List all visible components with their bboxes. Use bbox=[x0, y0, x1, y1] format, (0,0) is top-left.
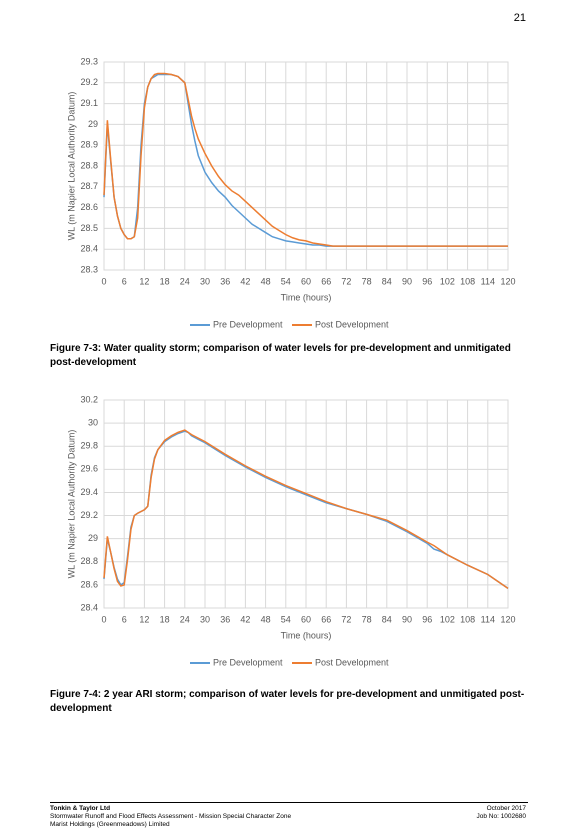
x-tick-label: 30 bbox=[200, 276, 210, 286]
y-tick-label: 29 bbox=[88, 533, 98, 543]
footer-right: October 2017 Job No: 1002680 bbox=[476, 805, 526, 821]
x-tick-label: 6 bbox=[122, 276, 127, 286]
y-axis-label: WL (m Napier Local Authority Datum) bbox=[66, 430, 76, 579]
y-tick-label: 28.4 bbox=[80, 602, 98, 612]
y-tick-label: 30 bbox=[88, 417, 98, 427]
y-tick-label: 29.8 bbox=[80, 441, 98, 451]
y-tick-label: 28.6 bbox=[80, 202, 98, 212]
x-tick-label: 114 bbox=[481, 276, 495, 286]
chart-1: 28.3 28.4 28.5 28.6 28.7 28.8 28.9 29 29.1 29.2 29… bbox=[66, 56, 515, 329]
y-tick-label: 28.4 bbox=[80, 244, 98, 254]
x-tick-label: 90 bbox=[402, 614, 412, 624]
footer-left: Tonkin & Taylor Ltd Stormwater Runoff an… bbox=[50, 805, 291, 829]
y-tick-label: 28.5 bbox=[80, 223, 98, 233]
y-tick-label: 29.1 bbox=[80, 98, 98, 108]
legend-label: Pre Development bbox=[213, 319, 283, 329]
y-tick-label: 29.3 bbox=[80, 56, 98, 66]
x-tick-label: 78 bbox=[362, 276, 372, 286]
x-tick-label: 108 bbox=[460, 276, 475, 286]
chart-2: 28.4 28.6 28.8 29 29.2 29.4 29.6 29.8 30 30.2 0 6 12… bbox=[66, 394, 515, 667]
x-tick-label: 90 bbox=[402, 276, 412, 286]
x-tick-label: 96 bbox=[422, 276, 432, 286]
x-tick-label: 30 bbox=[200, 614, 210, 624]
y-tick-label: 28.7 bbox=[80, 181, 98, 191]
client: Marist Holdings (Greenmeadows) Limited bbox=[50, 821, 170, 828]
x-tick-label: 60 bbox=[301, 276, 311, 286]
caption: Figure 7-4: 2 year ARI storm; comparison… bbox=[50, 689, 525, 714]
x-tick-label: 12 bbox=[139, 276, 149, 286]
x-tick-label: 102 bbox=[440, 276, 455, 286]
x-tick-label: 108 bbox=[460, 614, 475, 624]
x-tick-label: 12 bbox=[139, 614, 149, 624]
y-tick-label: 30.2 bbox=[80, 394, 98, 404]
y-tick-label: 29.6 bbox=[80, 464, 98, 474]
x-tick-label: 24 bbox=[180, 276, 190, 286]
x-tick-label: 18 bbox=[160, 614, 170, 624]
legend-label: Post Development bbox=[315, 657, 389, 667]
x-tick-label: 0 bbox=[101, 614, 106, 624]
x-tick-label: 120 bbox=[500, 276, 515, 286]
series-line bbox=[103, 72, 508, 247]
y-tick-label: 28.6 bbox=[80, 579, 98, 589]
y-tick-label: 29.2 bbox=[80, 77, 98, 87]
x-tick-label: 42 bbox=[240, 614, 250, 624]
x-tick-label: 18 bbox=[160, 276, 170, 286]
x-tick-label: 66 bbox=[321, 276, 331, 286]
x-tick-label: 48 bbox=[261, 614, 271, 624]
x-tick-label: 54 bbox=[281, 276, 291, 286]
x-axis-label: Time (hours) bbox=[281, 292, 332, 302]
legend-label: Pre Development bbox=[213, 657, 283, 667]
y-tick-label: 29 bbox=[88, 119, 98, 129]
x-tick-label: 6 bbox=[122, 614, 127, 624]
x-tick-label: 42 bbox=[240, 276, 250, 286]
x-tick-label: 66 bbox=[321, 614, 331, 624]
x-tick-label: 72 bbox=[341, 614, 351, 624]
job: Job No: 1002680 bbox=[476, 813, 526, 820]
report: Stormwater Runoff and Flood Effects Asse… bbox=[50, 813, 292, 820]
legend-label: Post Development bbox=[315, 319, 389, 329]
x-tick-label: 114 bbox=[481, 614, 495, 624]
x-tick-label: 48 bbox=[261, 276, 271, 286]
y-tick-label: 28.3 bbox=[80, 264, 98, 274]
date: October 2017 bbox=[486, 805, 526, 812]
y-axis-label: WL (m Napier Local Authority Datum) bbox=[66, 92, 76, 241]
x-tick-label: 96 bbox=[422, 614, 432, 624]
y-tick-label: 29.4 bbox=[80, 487, 98, 497]
series-line bbox=[103, 429, 509, 589]
x-tick-label: 84 bbox=[382, 276, 392, 286]
footer-rule bbox=[50, 802, 528, 803]
caption: Figure 7-3: Water quality storm; compari… bbox=[50, 343, 511, 368]
y-tick-label: 28.9 bbox=[80, 140, 98, 150]
x-tick-label: 78 bbox=[362, 614, 372, 624]
x-tick-label: 36 bbox=[220, 614, 230, 624]
page-number: 21 bbox=[513, 12, 526, 24]
x-tick-label: 102 bbox=[440, 614, 455, 624]
y-tick-label: 28.8 bbox=[80, 556, 98, 566]
x-tick-label: 0 bbox=[101, 276, 106, 286]
company: Tonkin & Taylor Ltd bbox=[50, 805, 111, 812]
x-tick-label: 36 bbox=[220, 276, 230, 286]
y-tick-label: 29.2 bbox=[80, 510, 98, 520]
x-axis-label: Time (hours) bbox=[281, 630, 332, 640]
x-tick-label: 72 bbox=[341, 276, 351, 286]
x-tick-label: 84 bbox=[382, 614, 392, 624]
x-tick-label: 24 bbox=[180, 614, 190, 624]
x-tick-label: 120 bbox=[500, 614, 515, 624]
x-tick-label: 60 bbox=[301, 614, 311, 624]
x-tick-label: 54 bbox=[281, 614, 291, 624]
y-tick-label: 28.8 bbox=[80, 160, 98, 170]
